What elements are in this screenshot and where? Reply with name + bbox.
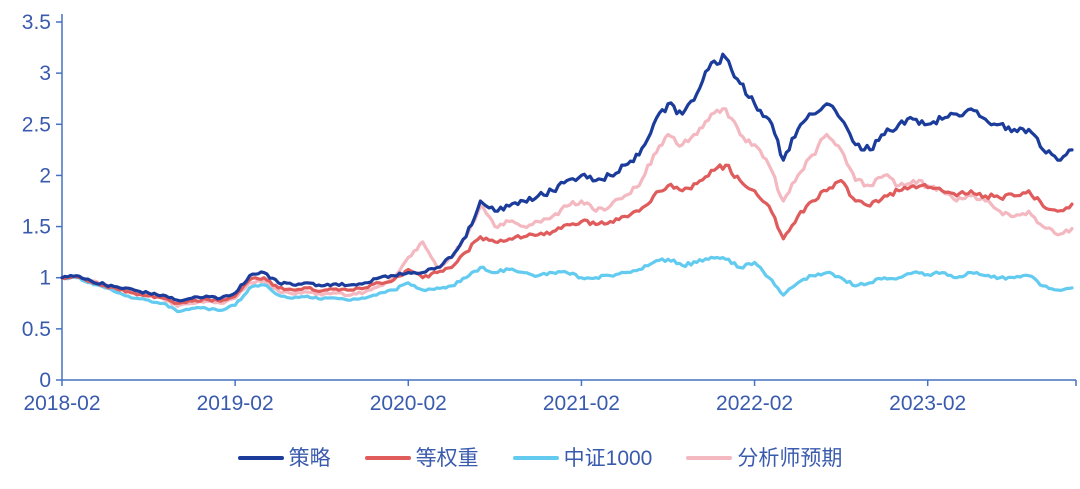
y-tick-label: 0 — [39, 369, 51, 392]
chart-legend: 策略 等权重 中证1000 分析师预期 — [0, 438, 1080, 478]
x-tick-label: 2020-02 — [370, 392, 447, 415]
legend-swatch — [237, 456, 284, 460]
legend-item: 等权重 — [364, 446, 479, 470]
legend-label: 分析师预期 — [737, 446, 843, 470]
series-line-策略 — [60, 52, 1074, 303]
legend-label: 中证1000 — [563, 446, 653, 470]
legend-label: 策略 — [288, 446, 331, 470]
y-tick-label: 3 — [39, 62, 51, 85]
series-line-分析师预期 — [60, 107, 1074, 308]
legend-item: 策略 — [237, 446, 331, 470]
x-tick-label: 2019-02 — [197, 392, 274, 415]
legend-swatch — [364, 456, 411, 460]
legend-label: 等权重 — [415, 446, 479, 470]
x-tick-label: 2018-02 — [23, 392, 100, 415]
y-tick-label: 1 — [39, 267, 51, 290]
x-tick-label: 2022-02 — [716, 392, 793, 415]
y-tick-label: 0.5 — [22, 318, 51, 341]
x-tick-label: 2023-02 — [889, 392, 966, 415]
chart-svg: 0 0.5 1 1.5 2 2.5 3 3.5 2018-02 2019-02 2020-02 202… — [22, 11, 1077, 415]
y-tick-label: 3.5 — [22, 11, 51, 34]
y-tick-label: 1.5 — [22, 216, 51, 239]
legend-swatch — [686, 456, 733, 460]
legend-swatch — [512, 456, 559, 460]
series-line-中证1000 — [60, 255, 1074, 314]
y-tick-label: 2.5 — [22, 113, 51, 136]
y-tick-label: 2 — [39, 164, 51, 187]
legend-item: 分析师预期 — [686, 448, 842, 469]
legend-item: 中证1000 — [512, 446, 653, 470]
x-tick-label: 2021-02 — [543, 392, 620, 415]
series-line-等权重 — [60, 163, 1074, 305]
